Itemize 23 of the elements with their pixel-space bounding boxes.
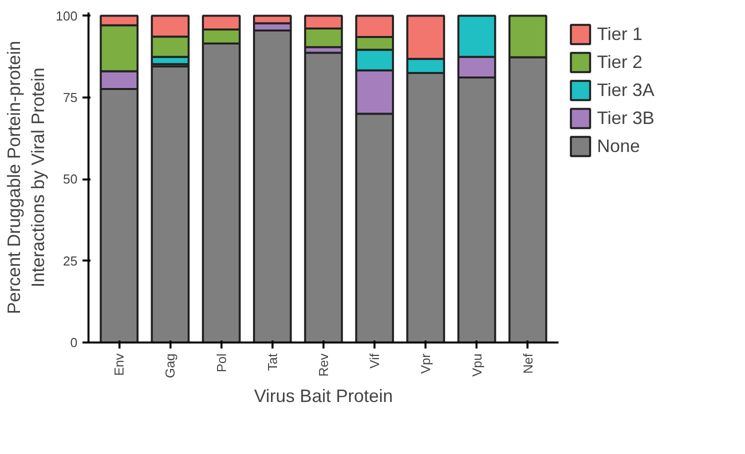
- x-tick-label: Nef: [520, 353, 536, 374]
- legend-label: Tier 3B: [597, 108, 654, 128]
- x-tick-label: Vpu: [469, 353, 484, 377]
- y-tick-label: 75: [63, 90, 78, 105]
- x-tick-label: Env: [112, 353, 127, 376]
- x-tick-label: Vpr: [418, 352, 434, 374]
- x-tick-label: Vif: [367, 353, 382, 368]
- x-axis-title: Virus Bait Protein: [254, 386, 393, 406]
- legend-label: Tier 3A: [597, 80, 654, 100]
- legend-label: Tier 2: [597, 52, 642, 72]
- legend-label: Tier 1: [597, 24, 642, 44]
- y-tick-label: 100: [56, 8, 78, 24]
- x-tick-label: Pol: [214, 353, 229, 372]
- x-tick-label: Tat: [264, 353, 280, 371]
- bar: [304, 52, 343, 342]
- y-tick-label: 25: [63, 253, 78, 268]
- bar: [150, 65, 190, 342]
- legend-label: None: [597, 136, 640, 156]
- y-tick-label: 0: [70, 335, 78, 350]
- x-tick-label: Gag: [162, 353, 178, 378]
- y-tick-label: 50: [63, 172, 78, 187]
- x-tick-label: Rev: [316, 353, 331, 377]
- y-axis-title: Percent Druggable Portein-protein Interactions by Viral Protein: [4, 40, 48, 314]
